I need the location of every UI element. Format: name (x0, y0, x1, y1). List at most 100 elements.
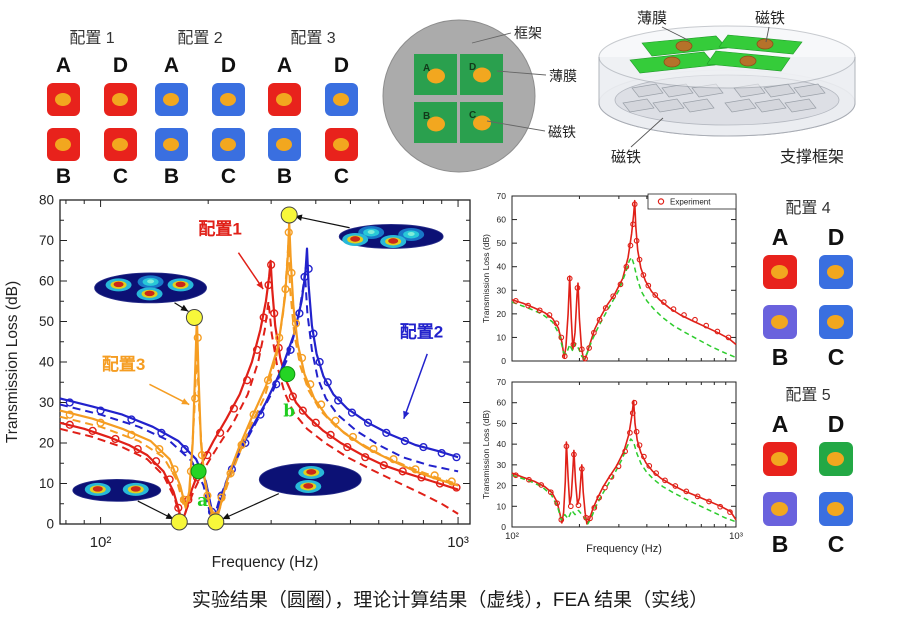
magnet-dot (771, 502, 788, 516)
series-dashed (59, 300, 459, 519)
mode-shape-inset (94, 272, 207, 304)
y-axis-label: Transmission Loss (dB) (4, 281, 21, 443)
magnet-dot (333, 93, 349, 106)
series-circles (512, 201, 732, 362)
x-tick-label: 10³ (729, 531, 743, 542)
point-letter: b (283, 402, 295, 422)
y-tick-label: 50 (39, 314, 54, 329)
series-dashed (511, 438, 737, 525)
arrow-head (181, 398, 190, 405)
arrow-line (222, 493, 280, 520)
green-point-marker (279, 366, 296, 383)
membrane-cell-blue (155, 83, 188, 116)
y-tick-label: 70 (497, 191, 507, 201)
magnet-label: 磁铁 (548, 124, 576, 140)
magnet-dot (112, 138, 128, 151)
membrane-label: 薄膜 (549, 68, 577, 84)
cell-letter: C (333, 165, 350, 188)
y-tick-label: 20 (39, 436, 54, 451)
membrane-cell-blue (268, 128, 301, 161)
y-tick-label: 60 (497, 215, 507, 225)
magnet-3d (739, 55, 757, 67)
membrane-cell-purple (763, 492, 797, 526)
cell-letter: A (163, 54, 180, 77)
config-title: 配置 5 (785, 387, 831, 404)
cell-letter: A (771, 411, 789, 437)
y-tick-label: 40 (39, 355, 54, 370)
magnet-top-label: 磁铁 (755, 10, 785, 27)
magnet-dot (473, 115, 491, 131)
arrow-head (165, 512, 174, 520)
series-circles (512, 399, 733, 523)
membrane-cell-green (819, 442, 853, 476)
yellow-point-marker (185, 308, 203, 326)
x-axis-label: Frequency (Hz) (212, 554, 319, 571)
arrow-line (149, 383, 190, 406)
series-solid (511, 199, 737, 361)
config-title: 配置 3 (290, 30, 336, 47)
cell-letter: D (220, 54, 237, 77)
series-solid (511, 399, 737, 525)
cell-letter: D (333, 54, 350, 77)
config-grid (760, 442, 856, 526)
membrane-cell-blue (325, 83, 358, 116)
cell-letter: B (276, 165, 293, 188)
magnet-dot (112, 93, 128, 106)
yellow-point-marker (170, 513, 188, 531)
y-tick-label: 40 (497, 439, 507, 449)
mode-shape-inset (258, 463, 362, 496)
y-tick-label: 0 (501, 522, 506, 532)
arrow-line (237, 252, 264, 290)
cell-letter: B (771, 344, 789, 370)
legend: Experiment (647, 193, 737, 210)
yellow-point-marker (280, 206, 298, 224)
support-grid-cell (793, 83, 826, 98)
membrane-leader-line (496, 70, 547, 76)
curve-label: 配置1 (198, 219, 241, 238)
point-letter: a (197, 491, 208, 511)
membrane-cell-purple (763, 305, 797, 339)
cell-letter-B: B (423, 111, 430, 122)
config-grid (760, 255, 856, 339)
assembly-diagram: 薄膜 磁铁 磁铁 支撑框架 (598, 10, 856, 166)
chart-small_bottom: 10² 10³ 0 10 20 30 40 50 60 70 Transmission Loss (… (481, 377, 743, 555)
support-grid-cell (754, 98, 787, 113)
y-tick-label: 0 (501, 356, 506, 366)
magnet-dot (333, 138, 349, 151)
cell-letter-C: C (469, 110, 476, 121)
magnet-leader-line (486, 120, 546, 132)
y-tick-label: 40 (497, 262, 507, 272)
arrow-line (403, 353, 428, 419)
cell-letter: D (827, 224, 845, 250)
series-solid (59, 221, 459, 522)
figure-caption: 实验结果（圆圈），理论计算结果（虚线），FEA 结果（实线） (191, 590, 709, 611)
magnet-dot (771, 265, 788, 279)
series-dashed (59, 271, 459, 521)
arrow-line (294, 215, 350, 229)
membrane-cells: A D B C (414, 54, 503, 143)
arrow-head (180, 304, 189, 312)
magnet-dot (163, 138, 179, 151)
support-grid-cell (724, 98, 757, 113)
frame-leader-line (471, 32, 512, 44)
membrane-cell-red (763, 442, 797, 476)
magnet-dot (220, 93, 236, 106)
config-title: 配置 1 (69, 30, 115, 47)
cell-letter-D: D (469, 62, 476, 73)
cell-letter: A (771, 224, 789, 250)
y-tick-label: 50 (497, 418, 507, 428)
membrane-cell-red (47, 128, 80, 161)
y-axis-label: Transmission Loss (dB) (481, 234, 491, 323)
support-grid-cell (784, 98, 817, 113)
magnet-3d (663, 56, 681, 68)
membrane-cell-red (47, 83, 80, 116)
magnet-bottom-label: 磁铁 (611, 149, 641, 166)
